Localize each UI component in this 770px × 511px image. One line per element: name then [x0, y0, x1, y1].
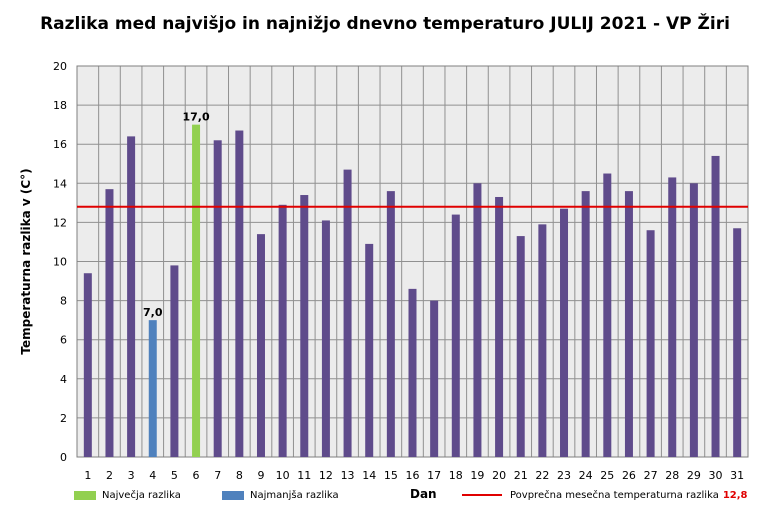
y-tick-label: 14 — [53, 177, 67, 190]
y-tick-label: 12 — [53, 216, 67, 229]
legend-max: Največja razlika — [74, 487, 181, 503]
bar-max — [192, 124, 201, 458]
x-tick-label: 26 — [622, 469, 636, 482]
x-tick-label: 4 — [149, 469, 156, 482]
y-axis-label: Temperaturna razlika v (C°) — [19, 168, 33, 354]
bar — [278, 204, 287, 457]
y-tick-label: 16 — [53, 138, 67, 151]
x-tick-label: 2 — [106, 469, 113, 482]
x-tick-label: 28 — [665, 469, 679, 482]
x-tick-label: 15 — [384, 469, 398, 482]
bar — [538, 224, 547, 457]
legend-max-label: Največja razlika — [102, 489, 181, 501]
x-tick-label: 10 — [276, 469, 290, 482]
y-tick-label: 0 — [60, 451, 67, 464]
x-tick-label: 23 — [557, 469, 571, 482]
x-tick-label: 27 — [644, 469, 658, 482]
chart-title: Razlika med najvišjo in najnižjo dnevno … — [40, 14, 730, 34]
bar — [365, 243, 374, 457]
y-tick-label: 18 — [53, 99, 67, 112]
y-tick-label: 4 — [60, 373, 67, 386]
bar — [733, 228, 742, 457]
min-data-label: 7,0 — [143, 306, 163, 319]
max-data-label: 17,0 — [182, 111, 209, 124]
legend-min: Najmanjša razlika — [222, 487, 339, 503]
x-tick-label: 7 — [214, 469, 221, 482]
bar — [170, 265, 179, 457]
y-tick-label: 10 — [53, 256, 67, 269]
x-tick-label: 13 — [341, 469, 355, 482]
x-tick-label: 29 — [687, 469, 701, 482]
bar — [624, 191, 633, 457]
legend-max-swatch — [74, 490, 96, 500]
x-tick-label: 16 — [406, 469, 420, 482]
legend-average: Povprečna mesečna temperaturna razlika 1… — [462, 487, 748, 503]
bar — [408, 288, 417, 457]
bar — [581, 191, 590, 457]
x-tick-label: 17 — [427, 469, 441, 482]
x-tick-label: 22 — [535, 469, 549, 482]
bar — [711, 155, 720, 457]
x-tick-label: 20 — [492, 469, 506, 482]
bar — [386, 191, 395, 457]
bar — [689, 183, 698, 458]
bar — [451, 214, 460, 457]
bar — [473, 183, 482, 458]
x-tick-label: 11 — [297, 469, 311, 482]
x-tick-label: 3 — [128, 469, 135, 482]
legend-min-swatch — [222, 490, 244, 500]
x-tick-label: 9 — [257, 469, 264, 482]
bar — [105, 189, 114, 458]
legend-average-label: Povprečna mesečna temperaturna razlika — [510, 489, 719, 501]
x-tick-label: 31 — [730, 469, 744, 482]
bar — [213, 140, 222, 458]
bar — [646, 230, 655, 457]
x-axis-label: Dan — [410, 487, 437, 501]
x-tick-label: 30 — [709, 469, 723, 482]
y-tick-label: 2 — [60, 412, 67, 425]
x-tick-label: 18 — [449, 469, 463, 482]
legend-average-swatch — [462, 494, 502, 496]
x-tick-label: 21 — [514, 469, 528, 482]
y-tick-label: 8 — [60, 295, 67, 308]
bar — [495, 196, 504, 458]
x-tick-label: 1 — [84, 469, 91, 482]
x-tick-label: 24 — [579, 469, 593, 482]
y-tick-label: 6 — [60, 334, 67, 347]
bar — [668, 177, 677, 457]
x-tick-label: 8 — [236, 469, 243, 482]
bar — [83, 273, 92, 457]
bar — [430, 300, 439, 457]
legend-min-label: Najmanjša razlika — [250, 489, 339, 501]
x-tick-label: 14 — [362, 469, 376, 482]
bar — [127, 136, 136, 457]
bar — [300, 195, 309, 457]
bar — [321, 220, 330, 457]
x-tick-label: 5 — [171, 469, 178, 482]
bar-min — [148, 320, 157, 457]
bar — [343, 169, 352, 458]
bar — [256, 234, 265, 457]
y-tick-label: 20 — [53, 60, 67, 73]
x-tick-label: 12 — [319, 469, 333, 482]
legend-average-value: 12,8 — [722, 489, 748, 501]
bar — [603, 173, 612, 457]
bar — [560, 208, 569, 457]
x-tick-label: 19 — [470, 469, 484, 482]
x-tick-label: 25 — [600, 469, 614, 482]
bar — [235, 130, 244, 457]
bar — [516, 236, 525, 457]
x-tick-label: 6 — [193, 469, 200, 482]
